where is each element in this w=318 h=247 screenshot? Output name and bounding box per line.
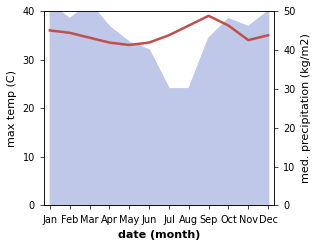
Y-axis label: max temp (C): max temp (C) — [7, 70, 17, 147]
Y-axis label: med. precipitation (kg/m2): med. precipitation (kg/m2) — [301, 33, 311, 183]
X-axis label: date (month): date (month) — [118, 230, 200, 240]
